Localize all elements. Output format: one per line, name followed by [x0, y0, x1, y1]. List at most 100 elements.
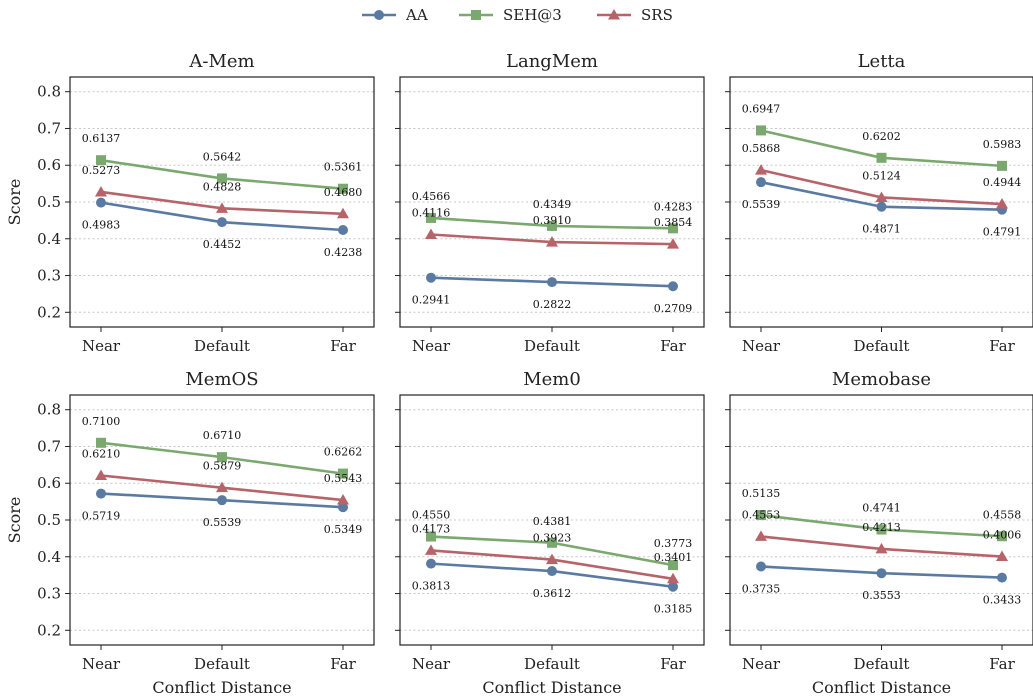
- data-label: 0.4983: [82, 219, 121, 232]
- panel-title: Letta: [858, 51, 906, 72]
- series-srs: [755, 530, 1008, 562]
- data-label: 0.4116: [412, 207, 451, 220]
- data-label: 0.5642: [203, 150, 242, 163]
- data-point: [216, 202, 228, 213]
- data-point: [217, 495, 227, 506]
- series-aa: [426, 558, 678, 592]
- data-label: 0.5273: [82, 164, 121, 177]
- data-point: [876, 568, 887, 579]
- data-point: [997, 572, 1007, 583]
- data-label: 0.3910: [533, 214, 572, 227]
- data-point: [338, 183, 348, 194]
- data-point: [876, 152, 887, 163]
- legend: AA SEH@3 SRS: [362, 6, 673, 24]
- data-point: [546, 236, 558, 247]
- legend-marker-triangle: [608, 9, 620, 20]
- plot-frame: [729, 76, 1033, 328]
- data-label: 0.4680: [324, 186, 363, 199]
- data-label: 0.5539: [203, 516, 242, 529]
- y-tick-label: 0.5: [37, 193, 61, 211]
- x-tick-label: Near: [742, 655, 781, 673]
- plot-frame: [69, 394, 375, 646]
- data-point: [756, 125, 766, 136]
- data-label: 0.4349: [533, 198, 572, 211]
- data-label: 0.2709: [654, 302, 693, 315]
- y-tick-label: 0.2: [37, 621, 61, 639]
- x-tick-label: Near: [412, 655, 451, 673]
- data-point: [547, 220, 557, 231]
- series-aa: [426, 272, 678, 292]
- x-tick-label: Far: [989, 655, 1015, 673]
- y-tick-label: 0.8: [37, 83, 61, 101]
- data-point: [756, 561, 766, 572]
- data-label: 0.6262: [324, 446, 363, 459]
- data-point: [668, 281, 678, 292]
- x-tick-label: Default: [854, 655, 910, 673]
- data-label: 0.3612: [533, 587, 572, 600]
- series-seh-3: [96, 437, 348, 479]
- series-aa: [96, 197, 348, 236]
- data-point: [668, 560, 678, 571]
- data-point: [96, 437, 106, 448]
- data-label: 0.5543: [324, 472, 363, 485]
- data-point: [217, 452, 227, 463]
- panel-title: MemOS: [185, 369, 258, 390]
- chart-panels: 0.2 0.3 0.4 0.5 0.6 0.7 0.8 Near Default Far 0.498…: [5, 51, 1033, 697]
- y-tick-label: 0.5: [37, 511, 61, 529]
- series-srs: [95, 469, 349, 505]
- data-label: 0.4238: [324, 246, 363, 259]
- data-point: [95, 469, 107, 481]
- x-tick-label: Far: [660, 337, 686, 355]
- data-point: [426, 212, 436, 223]
- data-label: 0.4944: [983, 176, 1022, 189]
- data-label: 0.3401: [654, 551, 693, 564]
- y-tick-label: 0.3: [37, 585, 61, 603]
- data-point: [755, 530, 767, 541]
- data-point: [756, 177, 766, 188]
- data-point: [547, 537, 557, 548]
- data-label: 0.5539: [742, 198, 781, 211]
- data-point: [876, 201, 887, 212]
- series-aa: [756, 177, 1007, 215]
- x-tick-label: Default: [854, 337, 910, 355]
- data-label: 0.4566: [412, 190, 451, 203]
- data-label: 0.4741: [862, 502, 901, 515]
- data-label: 0.6210: [82, 448, 121, 461]
- data-point: [547, 277, 557, 288]
- data-point: [426, 531, 436, 542]
- data-label: 0.7100: [82, 415, 121, 428]
- y-axis-label: Score: [5, 179, 24, 226]
- data-point: [95, 185, 107, 197]
- x-axis-label: Conflict Distance: [482, 678, 621, 697]
- data-label: 0.5124: [862, 169, 901, 182]
- x-tick-label: Default: [524, 655, 580, 673]
- data-point: [668, 581, 678, 592]
- x-tick-label: Default: [524, 337, 580, 355]
- x-tick-label: Far: [330, 337, 356, 355]
- panel-title: A-Mem: [188, 51, 254, 72]
- data-point: [338, 468, 348, 479]
- x-tick-label: Near: [82, 337, 121, 355]
- data-point: [426, 272, 436, 283]
- data-point: [216, 481, 228, 493]
- data-label: 0.4213: [862, 521, 901, 534]
- data-point: [217, 173, 227, 184]
- x-tick-label: Near: [742, 337, 781, 355]
- series-srs: [425, 544, 679, 584]
- series-seh-3: [426, 212, 678, 234]
- legend-label: SRS: [641, 6, 673, 24]
- data-point: [338, 502, 348, 513]
- legend-item-srs: SRS: [597, 6, 673, 24]
- data-point: [996, 550, 1008, 562]
- data-label: 0.4871: [862, 223, 901, 236]
- x-tick-label: Near: [82, 655, 121, 673]
- data-point: [338, 225, 348, 236]
- y-tick-label: 0.3: [37, 267, 61, 285]
- data-label: 0.3923: [533, 532, 572, 545]
- x-tick-label: Default: [194, 337, 250, 355]
- data-label: 0.2941: [412, 294, 451, 307]
- y-tick-label: 0.4: [37, 548, 61, 566]
- data-label: 0.3553: [862, 589, 901, 602]
- data-point: [337, 207, 349, 219]
